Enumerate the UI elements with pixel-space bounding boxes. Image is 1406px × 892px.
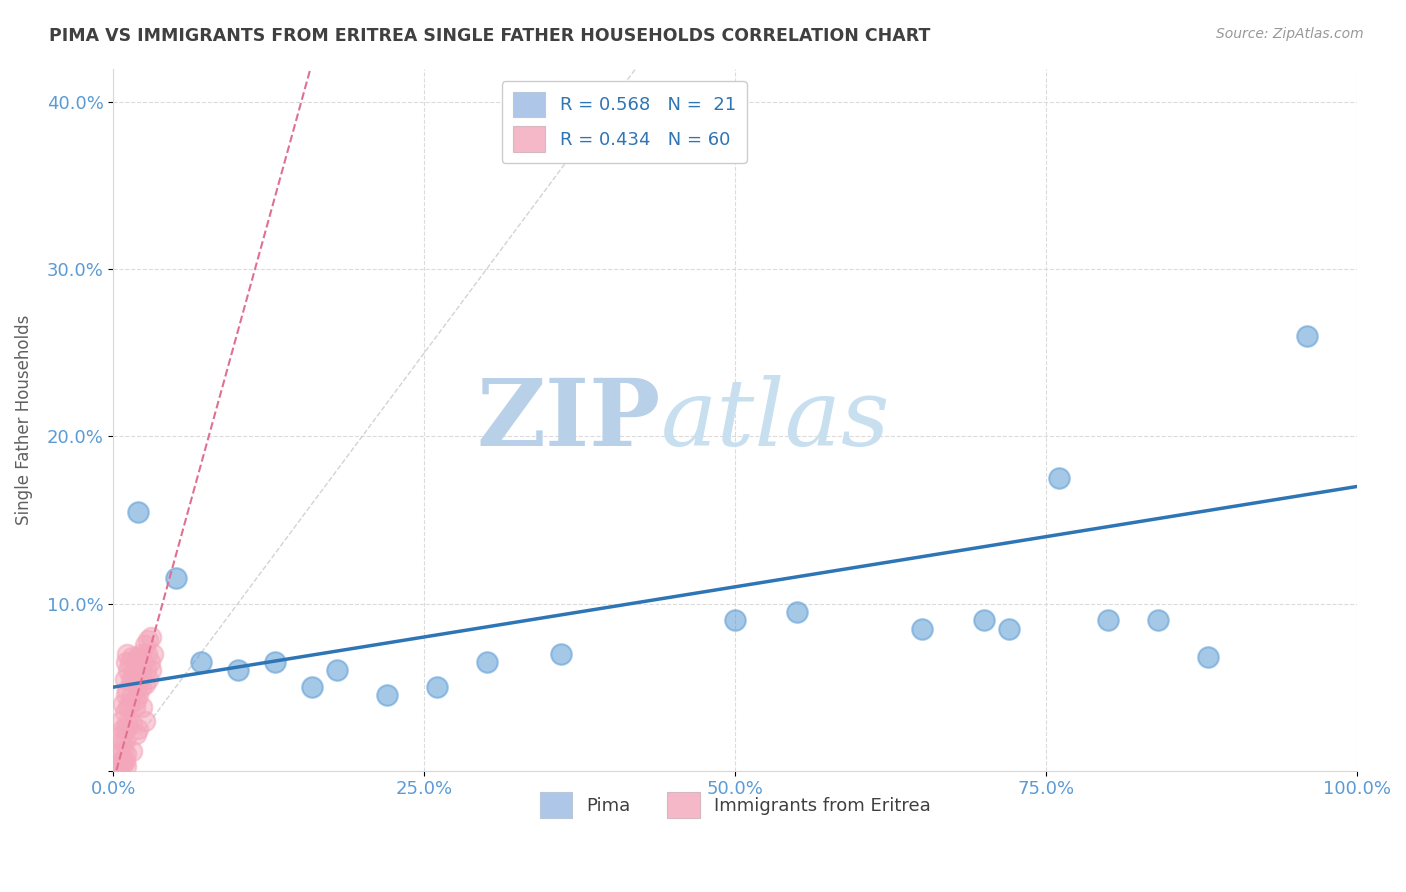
- Point: [138, 655, 160, 669]
- Point: [132, 655, 155, 669]
- Text: atlas: atlas: [661, 375, 890, 465]
- Point: [127, 504, 149, 518]
- Text: PIMA VS IMMIGRANTS FROM ERITREA SINGLE FATHER HOUSEHOLDS CORRELATION CHART: PIMA VS IMMIGRANTS FROM ERITREA SINGLE F…: [49, 27, 931, 45]
- Point: [115, 717, 138, 731]
- Point: [108, 758, 131, 772]
- Point: [115, 647, 138, 661]
- Point: [136, 672, 159, 686]
- Point: [115, 758, 138, 772]
- Point: [114, 705, 136, 719]
- Point: [127, 680, 149, 694]
- Point: [115, 689, 138, 703]
- Point: [125, 693, 148, 707]
- Point: [127, 722, 149, 736]
- Point: [121, 650, 143, 665]
- Point: [226, 664, 249, 678]
- Point: [112, 757, 135, 772]
- Point: [114, 672, 136, 686]
- Point: [998, 622, 1021, 636]
- Point: [129, 647, 152, 661]
- Point: [125, 727, 148, 741]
- Point: [135, 664, 157, 678]
- Point: [134, 677, 156, 691]
- Point: [136, 647, 159, 661]
- Text: Source: ZipAtlas.com: Source: ZipAtlas.com: [1216, 27, 1364, 41]
- Point: [120, 672, 142, 686]
- Point: [115, 683, 138, 698]
- Point: [134, 638, 156, 652]
- Point: [1147, 613, 1170, 627]
- Point: [111, 733, 134, 747]
- Point: [122, 672, 145, 686]
- Point: [114, 733, 136, 747]
- Point: [475, 655, 498, 669]
- Point: [1047, 471, 1070, 485]
- Point: [107, 757, 129, 772]
- Point: [117, 664, 139, 678]
- Point: [911, 622, 934, 636]
- Point: [121, 744, 143, 758]
- Point: [326, 664, 349, 678]
- Point: [139, 630, 162, 644]
- Point: [131, 664, 153, 678]
- Point: [114, 754, 136, 768]
- Point: [108, 731, 131, 745]
- Point: [115, 655, 138, 669]
- Point: [131, 700, 153, 714]
- Point: [127, 689, 149, 703]
- Point: [264, 655, 287, 669]
- Point: [112, 744, 135, 758]
- Point: [121, 717, 143, 731]
- Point: [105, 758, 128, 772]
- Point: [1097, 613, 1119, 627]
- Point: [550, 647, 572, 661]
- Point: [124, 700, 146, 714]
- Point: [121, 689, 143, 703]
- Point: [127, 650, 149, 665]
- Point: [112, 722, 135, 736]
- Text: ZIP: ZIP: [477, 375, 661, 465]
- Point: [128, 672, 150, 686]
- Point: [110, 714, 132, 728]
- Point: [115, 722, 138, 736]
- Point: [165, 571, 187, 585]
- Point: [786, 605, 808, 619]
- Point: [1296, 329, 1319, 343]
- Point: [134, 714, 156, 728]
- Point: [108, 747, 131, 761]
- Point: [142, 647, 165, 661]
- Legend: Pima, Immigrants from Eritrea: Pima, Immigrants from Eritrea: [533, 785, 938, 825]
- Point: [115, 747, 138, 761]
- Point: [190, 655, 212, 669]
- Point: [118, 655, 141, 669]
- Point: [136, 633, 159, 648]
- Point: [375, 689, 398, 703]
- Point: [426, 680, 449, 694]
- Y-axis label: Single Father Households: Single Father Households: [15, 314, 32, 524]
- Point: [118, 697, 141, 711]
- Point: [301, 680, 323, 694]
- Point: [1197, 650, 1219, 665]
- Point: [129, 680, 152, 694]
- Point: [139, 664, 162, 678]
- Point: [125, 655, 148, 669]
- Point: [111, 754, 134, 768]
- Point: [117, 700, 139, 714]
- Point: [124, 664, 146, 678]
- Point: [973, 613, 995, 627]
- Point: [724, 613, 747, 627]
- Point: [112, 697, 135, 711]
